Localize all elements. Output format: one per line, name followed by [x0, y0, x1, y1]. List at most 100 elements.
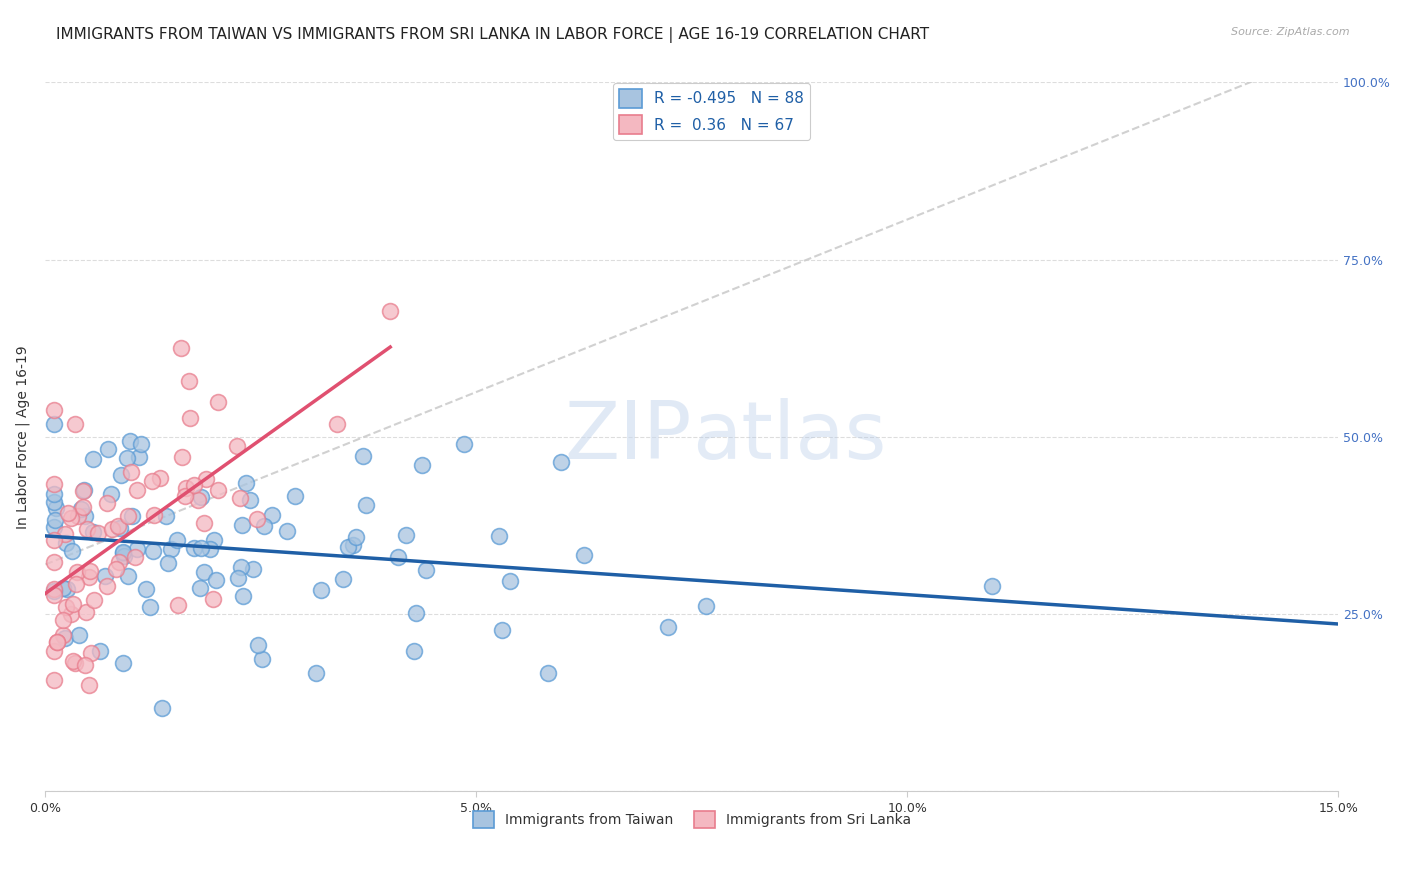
Point [380, 303, 402, 318]
Point [120, 434, 142, 448]
Point [96, 579, 118, 593]
Point [190, 490, 212, 504]
Point [229, 491, 252, 506]
Point [337, 540, 360, 554]
Point [46, 635, 69, 649]
Point [170, 341, 193, 355]
Point [62, 597, 84, 611]
Point [96, 496, 118, 510]
Point [135, 582, 157, 596]
Point [309, 582, 332, 597]
Point [125, 541, 148, 556]
Point [79, 564, 101, 578]
Point [187, 492, 209, 507]
Point [56, 506, 79, 520]
Point [129, 437, 152, 451]
Point [44, 487, 66, 501]
Point [326, 417, 349, 431]
Point [207, 395, 229, 409]
Point [207, 483, 229, 497]
Point [42, 584, 65, 599]
Point [141, 474, 163, 488]
Point [42, 477, 65, 491]
Point [69, 502, 91, 516]
Point [980, 579, 1002, 593]
Point [183, 541, 205, 555]
Point [488, 528, 510, 542]
Point [121, 508, 143, 523]
Point [193, 516, 215, 530]
Point [550, 455, 572, 469]
Point [395, 528, 418, 542]
Point [231, 517, 253, 532]
Point [100, 487, 122, 501]
Point [252, 519, 274, 533]
Text: ZIP: ZIP [564, 398, 692, 475]
Y-axis label: In Labor Force | Age 16-19: In Labor Force | Age 16-19 [15, 345, 30, 529]
Point [42, 417, 65, 432]
Point [127, 483, 149, 497]
Point [202, 533, 225, 548]
Point [42, 555, 65, 569]
Point [170, 450, 193, 465]
Point [55, 582, 77, 596]
Point [142, 508, 165, 522]
Point [226, 439, 249, 453]
Point [97, 442, 120, 456]
Point [42, 533, 65, 547]
Point [45, 635, 67, 649]
Point [42, 644, 65, 658]
Point [112, 545, 135, 559]
Point [82, 451, 104, 466]
Point [352, 450, 374, 464]
Legend: Immigrants from Taiwan, Immigrants from Sri Lanka: Immigrants from Taiwan, Immigrants from … [467, 805, 917, 834]
Point [149, 471, 172, 485]
Point [115, 450, 138, 465]
Point [194, 472, 217, 486]
Point [284, 489, 307, 503]
Point [117, 569, 139, 583]
Point [200, 542, 222, 557]
Point [188, 581, 211, 595]
Point [246, 638, 269, 652]
Point [44, 513, 66, 527]
Point [75, 605, 97, 619]
Point [453, 437, 475, 451]
Point [245, 512, 267, 526]
Point [205, 573, 228, 587]
Point [42, 495, 65, 509]
Point [77, 570, 100, 584]
Point [537, 666, 560, 681]
Point [491, 623, 513, 637]
Point [73, 658, 96, 673]
Point [157, 556, 180, 570]
Point [94, 568, 117, 582]
Point [276, 524, 298, 538]
Point [411, 458, 433, 472]
Point [110, 468, 132, 483]
Point [63, 417, 86, 431]
Point [42, 588, 65, 602]
Point [167, 598, 190, 612]
Point [42, 673, 65, 687]
Point [45, 500, 67, 515]
Point [160, 541, 183, 556]
Point [155, 509, 177, 524]
Point [60, 607, 83, 621]
Point [73, 483, 96, 497]
Point [226, 571, 249, 585]
Point [108, 521, 131, 535]
Point [52, 628, 75, 642]
Point [179, 410, 201, 425]
Point [193, 565, 215, 579]
Point [142, 544, 165, 558]
Point [332, 572, 354, 586]
Point [242, 562, 264, 576]
Point [260, 508, 283, 523]
Point [80, 646, 103, 660]
Point [65, 657, 87, 671]
Point [62, 654, 84, 668]
Point [72, 500, 94, 514]
Point [42, 519, 65, 533]
Point [177, 374, 200, 388]
